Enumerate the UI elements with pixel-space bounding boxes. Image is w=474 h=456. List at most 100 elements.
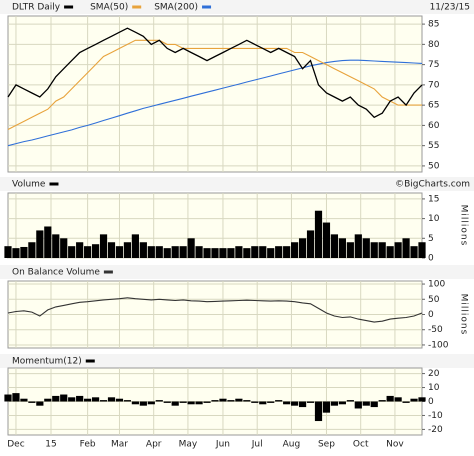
legend-swatch	[64, 5, 74, 9]
bar	[362, 401, 370, 406]
y-tick-label: 75	[428, 60, 439, 70]
bar	[187, 401, 195, 405]
bar	[163, 401, 171, 403]
bar	[131, 234, 139, 258]
bar	[338, 238, 346, 258]
bar	[60, 394, 68, 402]
y-tick-label: 50	[428, 295, 440, 305]
bar	[291, 242, 299, 258]
panel-title: Momentum(12)	[12, 357, 82, 367]
bar	[227, 248, 235, 258]
x-tick-label: Mar	[111, 440, 128, 450]
y-tick-label: -100	[428, 340, 449, 350]
bar	[291, 401, 299, 406]
bar	[386, 246, 394, 258]
bar	[163, 248, 171, 258]
bar	[91, 244, 100, 258]
bar	[36, 401, 44, 406]
credit: ©BigCharts.com	[395, 180, 470, 190]
bar	[298, 401, 307, 408]
bar	[44, 226, 52, 258]
bar	[330, 234, 339, 258]
x-tick-label: Feb	[80, 440, 96, 450]
y-tick-label: 15	[428, 194, 439, 204]
bar	[211, 400, 219, 402]
bar	[20, 246, 28, 258]
legend-swatch	[85, 359, 95, 363]
bar	[259, 401, 267, 405]
bar	[171, 401, 179, 406]
bar	[139, 242, 147, 258]
bar	[283, 401, 291, 405]
x-tick-label: May	[179, 440, 198, 450]
bar	[394, 397, 402, 402]
bar	[4, 394, 12, 402]
bar	[91, 397, 100, 402]
bar	[283, 246, 291, 258]
x-tick-label: Apr	[146, 440, 162, 450]
y-axis-label: Millions	[459, 294, 469, 336]
bar	[386, 395, 394, 402]
panel-header	[0, 177, 474, 191]
bar	[187, 238, 195, 258]
bar	[36, 230, 44, 258]
bar	[410, 246, 418, 258]
bar	[418, 397, 426, 402]
plot-area	[7, 15, 423, 173]
y-axis-label: Millions	[459, 205, 469, 247]
bar	[338, 401, 346, 405]
panel-title: Volume	[12, 180, 46, 190]
panel-title: DLTR Daily	[12, 3, 61, 13]
legend-swatch	[103, 270, 113, 274]
y-tick-label: 0	[428, 254, 434, 264]
bar	[147, 246, 155, 258]
bar	[12, 248, 20, 258]
bar	[314, 210, 323, 258]
bar	[275, 246, 283, 258]
y-tick-label: 10	[428, 214, 440, 224]
bar	[155, 246, 163, 258]
bar	[418, 242, 426, 258]
legend-label: SMA(50)	[90, 3, 128, 13]
x-tick-label: Dec	[7, 440, 24, 450]
bar	[314, 401, 323, 422]
x-tick-label: Jul	[251, 440, 263, 450]
bar	[251, 246, 259, 258]
panel-header	[0, 0, 474, 14]
bar	[195, 401, 203, 405]
x-tick-label: Sep	[318, 440, 335, 450]
bar	[322, 401, 331, 413]
bar	[370, 401, 378, 408]
series-line	[7, 297, 423, 323]
bar	[147, 401, 155, 405]
bar	[195, 246, 203, 258]
bar	[362, 238, 370, 258]
y-tick-label: -10	[428, 411, 443, 421]
bar	[219, 398, 227, 402]
bar	[60, 238, 68, 258]
x-tick-label: 15	[45, 440, 56, 450]
y-tick-label: 55	[428, 141, 439, 151]
bar	[107, 397, 116, 402]
bar	[306, 401, 315, 403]
x-tick-label: Aug	[283, 440, 301, 450]
y-tick-label: 0	[428, 397, 434, 407]
bar	[123, 400, 132, 402]
y-tick-label: 5	[428, 234, 434, 244]
bar	[123, 242, 132, 258]
bar	[203, 248, 211, 258]
bar	[115, 246, 124, 258]
bar	[179, 401, 187, 403]
legend-swatch	[49, 182, 59, 186]
bar	[378, 400, 386, 402]
bar	[243, 400, 251, 402]
bar	[84, 246, 92, 258]
bar	[203, 401, 211, 403]
x-tick-label: Jun	[215, 440, 230, 450]
bar	[298, 238, 307, 258]
bar	[52, 395, 60, 402]
bar	[322, 222, 331, 258]
bar	[402, 401, 410, 403]
bar	[99, 400, 108, 402]
